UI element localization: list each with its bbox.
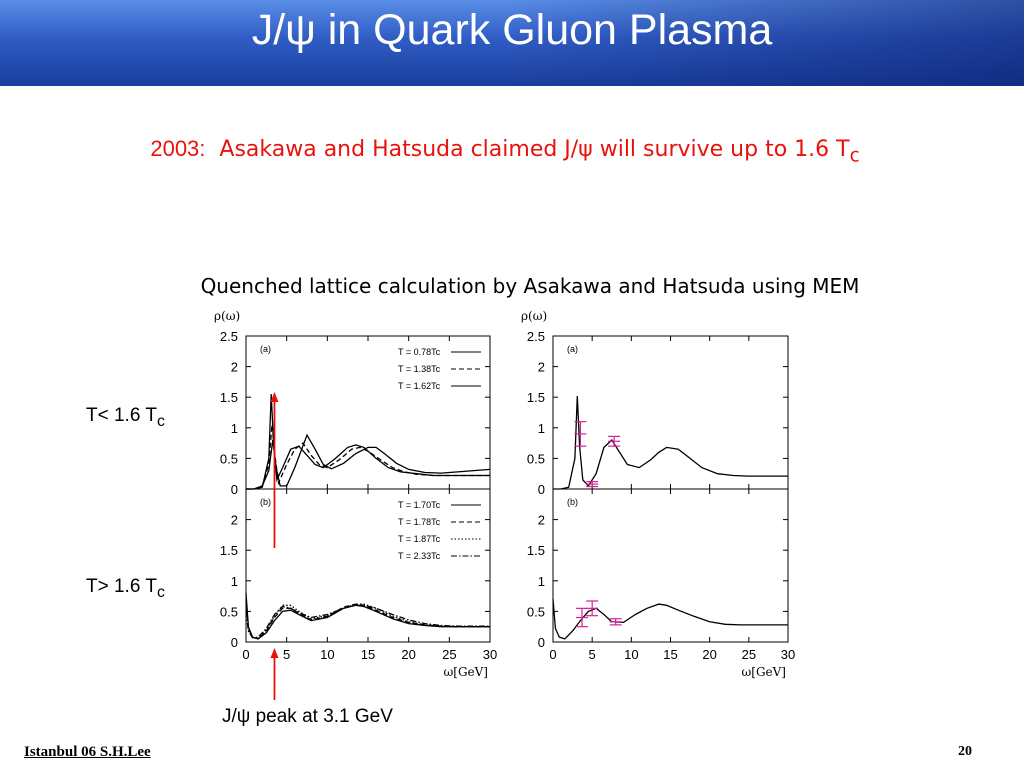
right-b-xtick-label: 5: [589, 647, 596, 662]
left-a-series-line: [246, 424, 490, 490]
right-b-series-line: [552, 599, 788, 640]
left-a-ytick-label: 0.5: [220, 451, 238, 466]
peak-label: J/ψ peak at 3.1 GeV: [222, 706, 393, 727]
right-a-ytick-label: 0.5: [527, 451, 545, 466]
page-number: 20: [958, 744, 972, 759]
label-high-sub: c: [156, 583, 165, 601]
title-bar-shade: [504, 0, 1024, 86]
left-a-series-line: [246, 433, 491, 490]
label-high-temperature: T> 1.6 Tc: [86, 576, 165, 602]
right-a-ytick-label: 2.5: [527, 329, 545, 344]
subtitle-text: Asakawa and Hatsuda claimed J/ψ will sur…: [219, 137, 850, 162]
right-b-xtick-label: 0: [549, 647, 556, 662]
left-a-panel-label: (a): [260, 344, 271, 354]
right-b-xlabel: ω[GeV]: [741, 665, 786, 679]
right-b-frame: [552, 488, 789, 643]
title-bar: J/ψ in Quark Gluon Plasma: [0, 0, 1024, 86]
left-b-series-line: [245, 599, 490, 640]
right-b-ytick-label: 2: [538, 513, 545, 528]
left-b-ytick-label: 2: [231, 513, 238, 528]
right-b-ytick-label: 1: [538, 574, 545, 589]
right-a-ytick-label: 0: [538, 482, 545, 497]
right-b-xtick-label: 25: [742, 647, 756, 662]
right-b-xtick-label: 20: [702, 647, 716, 662]
left-a-ytick-label: 2.5: [220, 329, 238, 344]
left-b-ytick-label: 0.5: [220, 604, 238, 619]
left-a-ytick-label: 0: [231, 482, 238, 497]
left-a-legend-label: T = 1.62Tc: [398, 381, 441, 391]
left-b-xtick-label: 20: [401, 647, 415, 662]
left-b-ytick-label: 1.5: [220, 543, 238, 558]
left-b-xtick-label: 30: [483, 647, 497, 662]
subtitle-sub: c: [849, 145, 860, 167]
left-b-legend-label: T = 1.87Tc: [398, 534, 441, 544]
left-b-xtick-label: 25: [442, 647, 456, 662]
left-b-panel-label: (b): [260, 497, 271, 507]
figure-caption: Quenched lattice calculation by Asakawa …: [200, 274, 860, 298]
left-b-frame: [245, 488, 491, 643]
footer-author: Istanbul 06 S.H.Lee: [24, 744, 151, 760]
right-b-ytick-label: 0: [538, 635, 545, 650]
right-a-frame: [552, 335, 789, 490]
left-a-ytick-label: 2: [231, 360, 238, 375]
label-low-text: T< 1.6 T: [86, 405, 157, 426]
left-a-legend-label: T = 1.38Tc: [398, 364, 441, 374]
left-b-xlabel: ω[GeV]: [443, 665, 488, 679]
right-b-xtick-label: 30: [781, 647, 795, 662]
right-a-ytick-label: 1.5: [527, 390, 545, 405]
left-a-legend-label: T = 0.78Tc: [398, 347, 441, 357]
right-a-series-line: [553, 395, 788, 490]
slide-title: J/ψ in Quark Gluon Plasma: [251, 6, 773, 54]
label-high-text: T> 1.6 T: [86, 576, 157, 597]
left-b-xtick-label: 10: [320, 647, 334, 662]
right-a-ytick-label: 2: [538, 360, 545, 375]
left-b-ytick-label: 1: [231, 574, 238, 589]
peak-arrow-lower-head: [270, 648, 279, 658]
right-a-ylabel: ρ(ω): [521, 309, 547, 323]
subtitle-year: 2003:: [150, 136, 206, 161]
label-low-temperature: T< 1.6 Tc: [86, 405, 165, 431]
right-b-xtick-label: 10: [624, 647, 638, 662]
left-b-series-line: [245, 592, 490, 640]
left-a-ytick-label: 1: [231, 421, 238, 436]
left-b-xtick-label: 5: [283, 647, 290, 662]
label-low-sub: c: [156, 412, 165, 430]
right-b-xtick-label: 15: [663, 647, 677, 662]
peak-arrow-upper-head: [270, 392, 279, 402]
left-a-ytick-label: 1.5: [220, 390, 238, 405]
right-b-ytick-label: 1.5: [527, 543, 545, 558]
right-a-ytick-label: 1: [538, 421, 545, 436]
left-b-xtick-label: 15: [361, 647, 375, 662]
left-b-series-line: [245, 604, 490, 639]
right-b-ytick-label: 0.5: [527, 604, 545, 619]
slide-subtitle: 2003: Asakawa and Hatsuda claimed J/ψ wi…: [0, 136, 1010, 166]
left-b-legend-label: T = 2.33Tc: [398, 551, 441, 561]
right-b-panel-label: (b): [567, 497, 578, 507]
left-b-legend-label: T = 1.78Tc: [398, 517, 441, 527]
left-b-legend-label: T = 1.70Tc: [398, 500, 441, 510]
left-b-ytick-label: 0: [231, 635, 238, 650]
left-a-ylabel: ρ(ω): [214, 309, 240, 323]
left-b-xtick-label: 0: [242, 647, 249, 662]
right-a-panel-label: (a): [567, 344, 578, 354]
